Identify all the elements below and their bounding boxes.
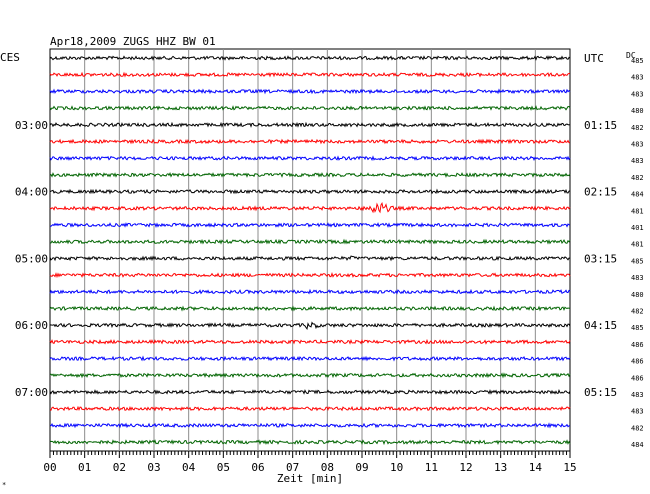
left-timezone-label: CES	[0, 51, 20, 64]
trace-0	[49, 55, 571, 61]
left-time-label: 04:00	[15, 186, 48, 199]
chart-title: Apr18,2009 ZUGS HHZ BW 01	[50, 35, 216, 48]
trace-21	[49, 405, 571, 412]
dc-offset-label: 483	[631, 74, 644, 82]
trace-3	[49, 105, 571, 111]
dc-offset-label: 483	[631, 391, 644, 399]
trace-14	[49, 288, 571, 295]
dc-offset-label: 482	[631, 174, 644, 182]
trace-22	[49, 422, 571, 429]
right-time-label: 04:15	[584, 319, 617, 332]
x-axis: 00 01 02 03 04 05 06 07 08 09 10 11 12 13 14 15	[43, 451, 577, 474]
dc-offset-label: 483	[631, 90, 644, 98]
dc-offset-label: 486	[631, 374, 644, 382]
x-axis-label: Zeit [min]	[277, 472, 343, 485]
dc-offset-label: 482	[631, 308, 644, 316]
trace-9	[49, 201, 571, 214]
dc-offset-label: 486	[631, 358, 644, 366]
trace-1	[49, 71, 571, 78]
right-time-label: 05:15	[584, 386, 617, 399]
dc-offset-label: 483	[631, 157, 644, 165]
trace-15	[49, 305, 571, 312]
left-time-label: 06:00	[15, 319, 48, 332]
dc-offset-label: 484	[631, 191, 644, 199]
trace-20	[49, 389, 571, 395]
x-tick-label: 04	[182, 461, 196, 474]
right-time-label: 01:15	[584, 119, 617, 132]
grid	[84, 49, 536, 451]
dc-offset-label: 483	[631, 408, 644, 416]
right-time-label: 03:15	[584, 252, 617, 265]
dc-offset-label: 484	[631, 441, 644, 449]
x-tick-label: 05	[217, 461, 230, 474]
trace-13	[49, 272, 571, 279]
trace-4	[49, 121, 571, 128]
time-labels: 03:00 04:00 05:00 06:00 07:00 UTC 01:15 02:15 03…	[15, 52, 644, 449]
x-tick-label: 07	[286, 461, 299, 474]
x-tick-label: 06	[251, 461, 264, 474]
x-tick-label: 10	[390, 461, 403, 474]
left-time-label: 05:00	[15, 252, 48, 265]
x-tick-label: 03	[147, 461, 160, 474]
trace-8	[49, 188, 571, 195]
trace-17	[49, 338, 571, 345]
dc-offset-label: 482	[631, 424, 644, 432]
x-tick-label: 09	[355, 461, 368, 474]
dc-offset-label: 483	[631, 274, 644, 282]
trace-11	[49, 238, 571, 245]
x-tick-label: 01	[78, 461, 91, 474]
x-tick-label: 11	[425, 461, 438, 474]
dc-offset-label: 485	[631, 57, 644, 65]
trace-18	[49, 355, 571, 362]
dc-offset-label: 481	[631, 207, 644, 215]
x-tick-label: 14	[529, 461, 543, 474]
traces	[49, 55, 571, 446]
dc-offset-label: 483	[631, 141, 644, 149]
right-time-label: 02:15	[584, 186, 617, 199]
dc-offset-label: 480	[631, 107, 644, 115]
trace-19	[49, 372, 571, 379]
dc-offset-label: 485	[631, 257, 644, 265]
x-tick-label: 15	[563, 461, 576, 474]
x-tick-label: 12	[459, 461, 472, 474]
x-tick-label: 13	[494, 461, 507, 474]
left-time-label: 03:00	[15, 119, 48, 132]
dc-label: DC	[626, 51, 636, 60]
x-tick-label: 08	[321, 461, 334, 474]
x-tick-label: 00	[43, 461, 56, 474]
x-tick-label: 02	[113, 461, 126, 474]
trace-23	[49, 439, 571, 446]
trace-16	[49, 321, 571, 330]
dc-offset-label: 480	[631, 291, 644, 299]
dc-offset-label: 485	[631, 324, 644, 332]
trace-5	[49, 138, 571, 145]
trace-2	[49, 88, 571, 95]
trace-12	[49, 255, 571, 262]
dc-offset-label: 481	[631, 241, 644, 249]
right-time-label: UTC	[584, 52, 604, 65]
dc-offset-label: 482	[631, 124, 644, 132]
trace-7	[49, 172, 571, 178]
trace-10	[49, 222, 571, 228]
dc-offset-label: 401	[631, 224, 644, 232]
corner-mark: *	[2, 481, 6, 489]
dc-offset-label: 486	[631, 341, 644, 349]
trace-6	[49, 155, 571, 162]
left-time-label: 07:00	[15, 386, 48, 399]
